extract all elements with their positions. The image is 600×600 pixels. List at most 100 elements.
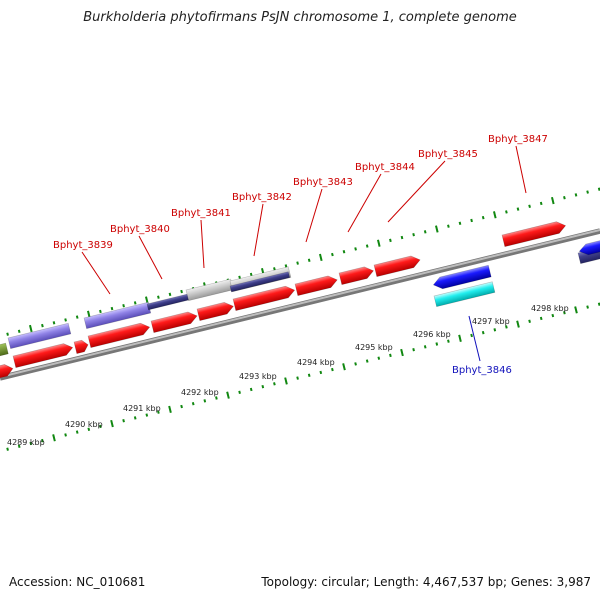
minor-tick (331, 252, 334, 257)
gene-labels: Bphyt_3839 Bphyt_3840 Bphyt_3841 Bphyt_3… (53, 134, 548, 376)
minor-tick (365, 244, 369, 248)
minor-tick (238, 390, 241, 395)
major-tick (144, 296, 149, 304)
minor-tick (389, 353, 392, 358)
major-tick (376, 239, 381, 247)
minor-tick (157, 410, 160, 414)
major-tick (400, 348, 404, 357)
reverse-cds-arrow (432, 264, 492, 290)
cds-arrow (373, 255, 421, 278)
minor-tick (168, 292, 172, 297)
minor-tick (354, 362, 357, 366)
minor-tick (203, 399, 207, 403)
minor-tick (423, 345, 427, 349)
minor-tick (481, 330, 485, 335)
cds-arrow (501, 221, 567, 248)
minor-tick (191, 401, 195, 406)
genome-summary: Topology: circular; Length: 4,467,537 bp… (261, 575, 591, 589)
minor-tick (307, 373, 311, 377)
minor-tick (52, 321, 56, 325)
minor-tick (238, 275, 241, 280)
leader-line (200, 219, 205, 269)
minor-tick (412, 232, 415, 237)
minor-tick (354, 247, 357, 251)
major-tick (492, 211, 497, 219)
pseudo-feature (185, 278, 234, 302)
minor-tick (122, 419, 125, 423)
major-tick (284, 377, 288, 385)
gene-label: Bphyt_3846 (452, 365, 512, 376)
major-tick (342, 363, 346, 371)
minor-tick (331, 367, 334, 372)
minor-tick (41, 323, 44, 328)
scale-label: 4297 kbp (472, 317, 510, 326)
accession-text: Accession: NC_010681 (9, 575, 146, 589)
cds-arrow (0, 364, 14, 380)
minor-tick (6, 332, 9, 336)
minor-tick (365, 359, 369, 363)
minor-tick (17, 329, 21, 334)
minor-tick (586, 190, 589, 194)
minor-tick (157, 295, 160, 299)
major-tick (550, 196, 555, 205)
minor-tick (133, 301, 137, 305)
navy-feature (146, 293, 192, 311)
minor-tick (122, 304, 125, 308)
minor-tick (505, 325, 508, 329)
minor-tick (145, 413, 149, 417)
cds-arrow (294, 275, 338, 297)
minor-tick (6, 447, 9, 451)
leader-line (347, 173, 382, 233)
cds-arrow (12, 343, 74, 369)
minor-tick (470, 218, 473, 223)
minor-tick (493, 328, 497, 332)
minor-tick (458, 221, 462, 226)
minor-tick (99, 309, 102, 314)
gene-label: Bphyt_3845 (418, 149, 478, 160)
minor-tick (447, 339, 450, 343)
minor-tick (528, 319, 531, 323)
gene-label: Bphyt_3839 (53, 240, 113, 251)
navy-feature (229, 271, 291, 293)
minor-tick (574, 193, 578, 197)
cds-arrow (150, 311, 198, 334)
major-tick (434, 225, 439, 233)
gene-label: Bphyt_3847 (488, 134, 548, 145)
minor-tick (481, 215, 485, 220)
cds-arrow (338, 266, 374, 286)
minor-tick (64, 433, 67, 437)
major-tick (28, 324, 33, 333)
minor-tick (29, 441, 33, 446)
major-tick (110, 419, 114, 428)
gene-label: Bphyt_3842 (232, 192, 292, 203)
minor-tick (75, 430, 79, 434)
leader-line (468, 315, 481, 362)
minor-tick (284, 264, 288, 268)
rna-feature (7, 322, 72, 350)
major-tick (226, 391, 230, 399)
major-tick (458, 334, 462, 342)
minor-tick (273, 382, 276, 386)
minor-tick (563, 196, 566, 200)
gene-label: Bphyt_3844 (355, 162, 415, 173)
minor-tick (75, 315, 79, 319)
minor-tick (307, 258, 311, 262)
minor-tick (470, 333, 473, 338)
label-leaders (81, 145, 527, 362)
major-tick (52, 434, 56, 442)
minor-tick (563, 311, 566, 315)
leader-line (81, 251, 111, 295)
minor-tick (249, 272, 253, 277)
minor-tick (261, 384, 265, 389)
minor-tick (377, 356, 381, 360)
minor-tick (505, 210, 508, 214)
scale-label: 4298 kbp (531, 304, 569, 313)
minor-tick (400, 235, 404, 240)
ruler-ticks (6, 187, 600, 451)
minor-tick (528, 204, 531, 208)
scale-label: 4293 kbp (239, 372, 277, 381)
scale-labels: 4289 kbp 4290 kbp 4291 kbp 4292 kbp 4293… (7, 304, 569, 447)
major-tick (168, 405, 172, 414)
olive-feature (0, 342, 9, 358)
minor-tick (389, 238, 392, 243)
